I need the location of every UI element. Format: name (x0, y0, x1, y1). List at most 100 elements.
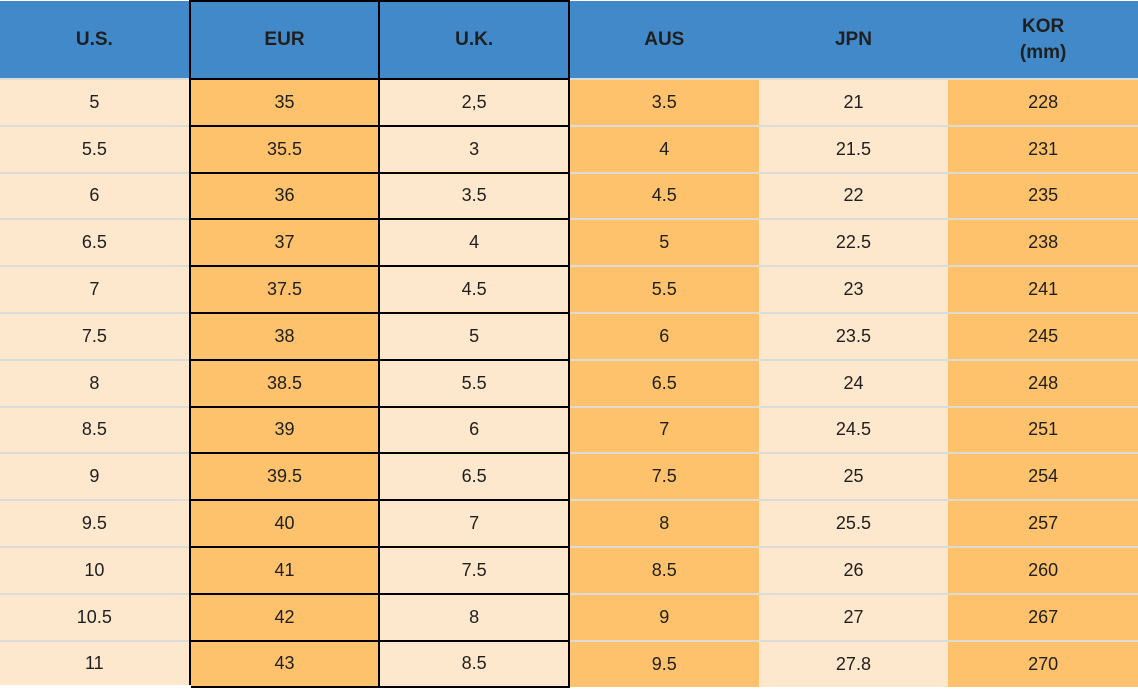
table-row: 6.5 37 4 5 22.5 238 (0, 218, 1138, 268)
cell-uk: 8.5 (378, 639, 570, 689)
column-label: U.K. (455, 29, 494, 51)
table-row: 9.5 40 7 8 25.5 257 (0, 499, 1138, 548)
column-header-aus: AUS (568, 1, 759, 79)
cell-aus: 8.5 (568, 545, 759, 594)
table-row: 5 35 2,5 3.5 21 228 (0, 78, 1138, 127)
column-label: JPN (834, 28, 872, 50)
cell-eur: 37.5 (188, 265, 381, 314)
cell-uk: 2,5 (378, 78, 570, 127)
cell-eur: 36 (188, 171, 381, 221)
cell-jpn: 25 (758, 452, 949, 501)
cell-uk: 5 (378, 311, 570, 361)
cell-aus: 7 (568, 405, 759, 454)
cell-eur: 42 (188, 592, 381, 642)
cell-eur: 39 (188, 405, 381, 455)
cell-us: 5.5 (0, 124, 190, 173)
column-label: KOR (1022, 15, 1065, 37)
cell-aus: 3.5 (568, 78, 759, 126)
table-row: 9 39.5 6.5 7.5 25 254 (0, 452, 1138, 502)
cell-aus: 9.5 (568, 639, 759, 688)
cell-uk: 6 (378, 405, 570, 455)
cell-aus: 4.5 (568, 171, 759, 220)
cell-uk: 6.5 (378, 452, 570, 502)
cell-jpn: 21 (758, 78, 949, 126)
cell-us: 6.5 (0, 218, 190, 267)
cell-us: 7.5 (0, 311, 190, 360)
cell-jpn: 25.5 (758, 499, 949, 547)
cell-aus: 5.5 (568, 265, 759, 313)
cell-jpn: 24.5 (758, 405, 949, 454)
cell-aus: 9 (568, 592, 759, 641)
column-header-eur: EUR (188, 0, 381, 80)
table-row: 10.5 42 8 9 27 267 (0, 592, 1138, 642)
table-row: 5.5 35.5 3 4 21.5 231 (0, 124, 1138, 174)
cell-uk: 8 (378, 592, 570, 642)
cell-us: 7 (0, 265, 190, 313)
cell-uk: 4.5 (378, 265, 570, 314)
cell-uk: 7 (378, 499, 570, 548)
cell-jpn: 27 (758, 592, 949, 641)
cell-us: 10 (0, 545, 190, 594)
cell-us: 8.5 (0, 405, 190, 454)
cell-kor: 251 (948, 405, 1138, 454)
cell-kor: 238 (948, 218, 1138, 267)
cell-jpn: 23 (758, 265, 949, 313)
cell-eur: 38.5 (188, 358, 381, 408)
table-header: U.S. EUR U.K. AUS JPN KOR (mm) (0, 0, 1138, 80)
cell-aus: 5 (568, 218, 759, 267)
cell-kor: 248 (948, 358, 1138, 407)
cell-eur: 39.5 (188, 452, 381, 502)
column-header-us: U.S. (0, 1, 190, 79)
cell-kor: 245 (948, 311, 1138, 360)
cell-eur: 43 (188, 639, 381, 689)
table-row: 8 38.5 5.5 6.5 24 248 (0, 358, 1138, 408)
column-header-uk: U.K. (378, 0, 570, 80)
cell-us: 6 (0, 171, 190, 220)
cell-uk: 4 (378, 218, 570, 268)
table-row: 11 43 8.5 9.5 27.8 270 (0, 639, 1138, 689)
cell-uk: 5.5 (378, 358, 570, 408)
cell-eur: 35.5 (188, 124, 381, 174)
column-label: U.S. (75, 28, 113, 50)
cell-us: 9.5 (0, 499, 190, 547)
cell-kor: 270 (948, 639, 1138, 688)
cell-us: 11 (0, 639, 190, 689)
cell-eur: 40 (188, 499, 381, 548)
cell-jpn: 21.5 (758, 124, 949, 173)
column-header-kor: KOR (mm) (948, 1, 1138, 79)
cell-kor: 241 (948, 265, 1138, 313)
cell-aus: 7.5 (568, 452, 759, 501)
table-row: 8.5 39 6 7 24.5 251 (0, 405, 1138, 455)
header-row: U.S. EUR U.K. AUS JPN KOR (mm) (0, 0, 1138, 80)
column-label: EUR (264, 29, 305, 51)
cell-aus: 6.5 (568, 358, 759, 407)
cell-aus: 4 (568, 124, 759, 173)
cell-jpn: 27.8 (758, 639, 949, 688)
cell-jpn: 23.5 (758, 311, 949, 360)
cell-eur: 38 (188, 311, 381, 361)
cell-jpn: 22.5 (758, 218, 949, 267)
column-sublabel: (mm) (1019, 41, 1067, 63)
table-body: 5 35 2,5 3.5 21 228 5.5 35.5 3 4 21.5 231 6 36 3.5 4.5 2… (0, 78, 1138, 689)
cell-kor: 254 (948, 452, 1138, 501)
cell-eur: 37 (188, 218, 381, 268)
cell-kor: 235 (948, 171, 1138, 220)
cell-kor: 260 (948, 545, 1138, 594)
column-label: AUS (644, 28, 685, 50)
cell-us: 9 (0, 452, 190, 501)
cell-jpn: 22 (758, 171, 949, 220)
table-row: 10 41 7.5 8.5 26 260 (0, 545, 1138, 595)
cell-us: 10.5 (0, 592, 190, 641)
column-header-jpn: JPN (758, 1, 949, 79)
cell-kor: 228 (948, 78, 1138, 126)
cell-kor: 231 (948, 124, 1138, 173)
cell-uk: 7.5 (378, 545, 570, 595)
cell-kor: 267 (948, 592, 1138, 641)
cell-eur: 41 (188, 545, 381, 595)
cell-kor: 257 (948, 499, 1138, 547)
cell-uk: 3.5 (378, 171, 570, 221)
cell-us: 8 (0, 358, 190, 407)
cell-aus: 8 (568, 499, 759, 547)
